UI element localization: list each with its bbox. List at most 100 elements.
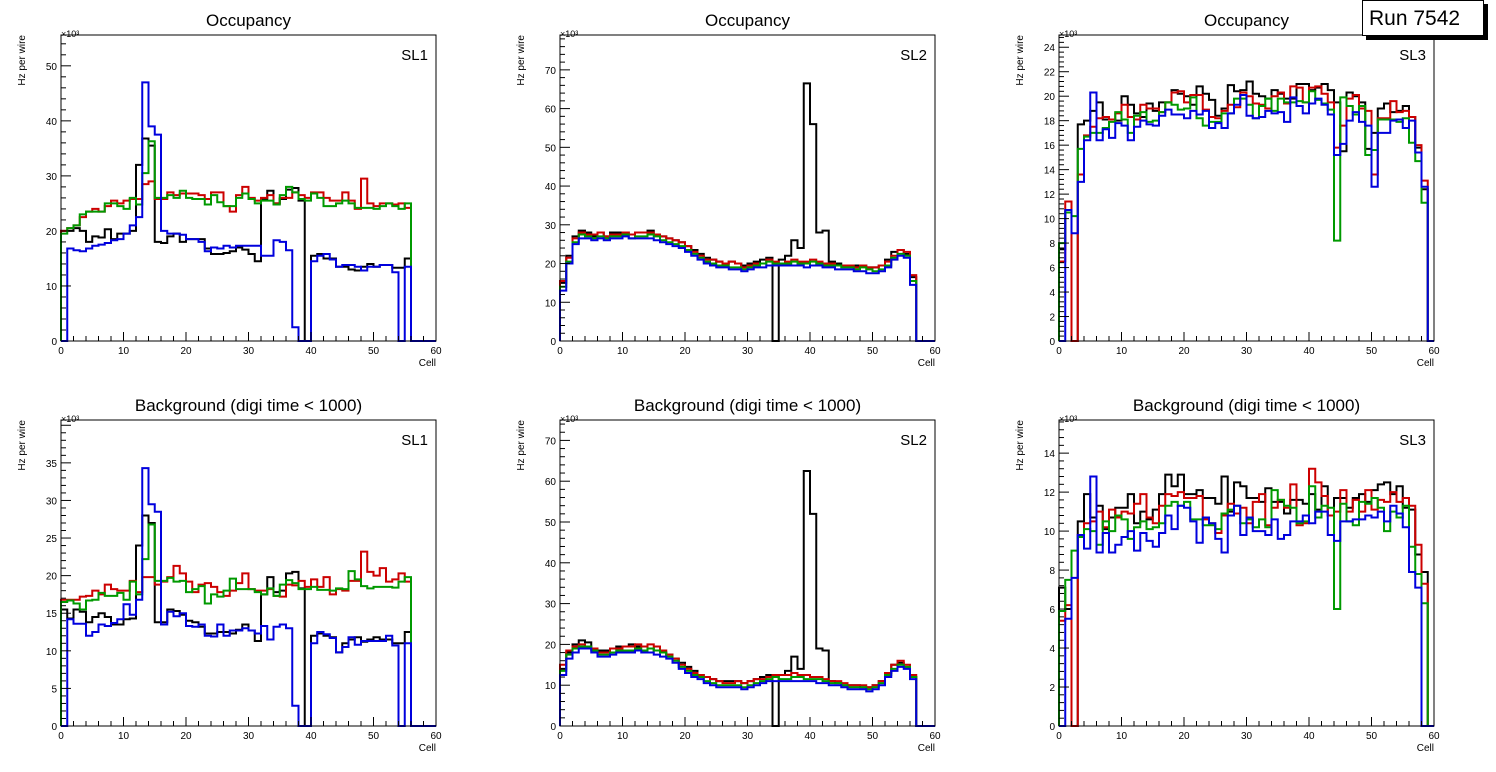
y-tick-label: 20 bbox=[545, 260, 557, 271]
x-tick-label: 30 bbox=[1241, 346, 1253, 357]
histogram-series-3 bbox=[559, 233, 935, 342]
superlayer-label: SL3 bbox=[1399, 432, 1426, 449]
y-tick-label: 25 bbox=[46, 534, 58, 545]
plot-frame bbox=[559, 34, 936, 342]
y-multiplier-label: ×10³ bbox=[560, 414, 578, 424]
x-tick-label: 0 bbox=[557, 731, 563, 742]
y-axis-label: Hz per wire bbox=[516, 420, 527, 471]
y-axis-label: Hz per wire bbox=[17, 35, 28, 86]
x-tick-label: 10 bbox=[1116, 346, 1128, 357]
panel-title: Occupancy bbox=[206, 11, 292, 30]
x-axis-label: Cell bbox=[1417, 358, 1434, 369]
x-tick-label: 20 bbox=[180, 346, 192, 357]
y-tick-label: 6 bbox=[1049, 605, 1055, 616]
panel-title: Background (digi time < 1000) bbox=[135, 396, 362, 415]
y-tick-label: 0 bbox=[51, 722, 57, 733]
x-tick-label: 40 bbox=[804, 731, 816, 742]
x-tick-label: 20 bbox=[679, 731, 691, 742]
y-tick-label: 30 bbox=[545, 600, 557, 611]
y-tick-label: 50 bbox=[46, 62, 58, 73]
histogram-series-4 bbox=[1059, 475, 1434, 727]
panel-title: Occupancy bbox=[1204, 11, 1290, 30]
y-tick-label: 10 bbox=[545, 681, 557, 692]
x-tick-label: 60 bbox=[929, 346, 941, 357]
x-tick-label: 20 bbox=[1178, 346, 1190, 357]
x-tick-label: 40 bbox=[1303, 731, 1315, 742]
x-tick-label: 0 bbox=[58, 346, 64, 357]
x-tick-label: 30 bbox=[1241, 731, 1253, 742]
y-multiplier-label: ×10³ bbox=[61, 29, 79, 39]
y-tick-label: 60 bbox=[545, 105, 557, 116]
x-tick-label: 20 bbox=[1178, 731, 1190, 742]
run-number-label: Run 7542 bbox=[1362, 0, 1484, 36]
y-tick-label: 50 bbox=[545, 518, 557, 529]
panel-title: Background (digi time < 1000) bbox=[634, 396, 861, 415]
x-tick-label: 60 bbox=[430, 346, 442, 357]
x-tick-label: 60 bbox=[1428, 731, 1440, 742]
x-tick-label: 60 bbox=[929, 731, 941, 742]
histogram-series-2 bbox=[60, 177, 436, 342]
histogram-series-1 bbox=[559, 82, 935, 342]
x-tick-label: 30 bbox=[243, 731, 255, 742]
y-tick-label: 14 bbox=[1044, 166, 1056, 177]
histogram-series-3 bbox=[60, 523, 436, 727]
x-tick-label: 50 bbox=[1366, 346, 1378, 357]
x-tick-label: 10 bbox=[617, 731, 629, 742]
x-axis-label: Cell bbox=[419, 358, 436, 369]
y-tick-label: 35 bbox=[46, 459, 58, 470]
x-tick-label: 60 bbox=[430, 731, 442, 742]
y-tick-label: 12 bbox=[1044, 488, 1056, 499]
y-tick-label: 4 bbox=[1049, 288, 1055, 299]
y-tick-label: 0 bbox=[1049, 722, 1055, 733]
histogram-series-4 bbox=[559, 235, 935, 342]
x-axis-label: Cell bbox=[918, 743, 935, 754]
x-tick-label: 0 bbox=[1056, 346, 1062, 357]
y-tick-label: 0 bbox=[550, 722, 556, 733]
y-axis-label: Hz per wire bbox=[516, 35, 527, 86]
plot-frame bbox=[559, 419, 936, 727]
histogram-series-1 bbox=[60, 514, 436, 727]
x-tick-label: 60 bbox=[1428, 346, 1440, 357]
y-tick-label: 10 bbox=[1044, 215, 1056, 226]
x-tick-label: 40 bbox=[804, 346, 816, 357]
superlayer-label: SL1 bbox=[401, 432, 428, 449]
histogram-series-2 bbox=[60, 550, 436, 727]
x-tick-label: 30 bbox=[742, 346, 754, 357]
y-tick-label: 10 bbox=[46, 282, 58, 293]
y-tick-label: 5 bbox=[51, 684, 57, 695]
y-tick-label: 0 bbox=[550, 337, 556, 348]
y-tick-label: 0 bbox=[1049, 337, 1055, 348]
y-tick-label: 40 bbox=[545, 559, 557, 570]
y-tick-label: 20 bbox=[46, 572, 58, 583]
y-tick-label: 4 bbox=[1049, 644, 1055, 655]
y-tick-label: 24 bbox=[1044, 43, 1056, 54]
y-tick-label: 30 bbox=[545, 221, 557, 232]
y-tick-label: 2 bbox=[1049, 683, 1055, 694]
y-tick-label: 60 bbox=[545, 477, 557, 488]
x-tick-label: 40 bbox=[305, 346, 317, 357]
x-tick-label: 10 bbox=[1116, 731, 1128, 742]
histogram-panel-1: Occupancy 0 10 20 30 40 50 60 0 10 20 30 40 50 ×10³ Cel… bbox=[17, 11, 442, 369]
histogram-panel-2: Occupancy 0 10 20 30 40 50 60 0 10 20 30 40 50 60 70 ×10… bbox=[516, 11, 941, 369]
x-tick-label: 50 bbox=[1366, 731, 1378, 742]
superlayer-label: SL1 bbox=[401, 47, 428, 64]
y-tick-label: 0 bbox=[51, 337, 57, 348]
x-tick-label: 0 bbox=[1056, 731, 1062, 742]
x-tick-label: 50 bbox=[867, 731, 879, 742]
y-axis-label: Hz per wire bbox=[17, 420, 28, 471]
y-tick-label: 10 bbox=[46, 647, 58, 658]
histogram-series-4 bbox=[61, 81, 436, 342]
y-multiplier-label: ×10³ bbox=[61, 414, 79, 424]
histogram-panel-5: Background (digi time < 1000) 0 10 20 30 40 50… bbox=[516, 396, 941, 754]
x-axis-label: Cell bbox=[1417, 743, 1434, 754]
y-tick-label: 18 bbox=[1044, 117, 1056, 128]
x-axis-label: Cell bbox=[918, 358, 935, 369]
x-tick-label: 40 bbox=[305, 731, 317, 742]
x-tick-label: 30 bbox=[243, 346, 255, 357]
x-tick-label: 20 bbox=[180, 731, 192, 742]
y-multiplier-label: ×10³ bbox=[560, 29, 578, 39]
x-tick-label: 10 bbox=[118, 731, 130, 742]
superlayer-label: SL3 bbox=[1399, 47, 1426, 64]
